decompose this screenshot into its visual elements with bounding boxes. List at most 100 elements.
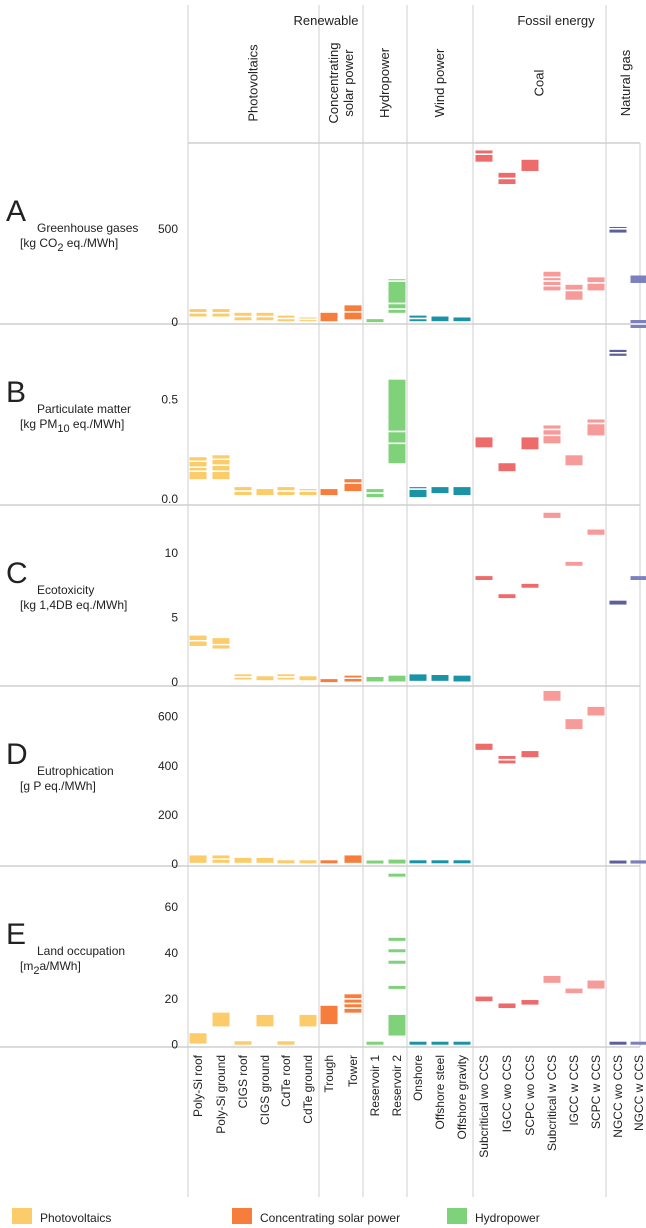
range-bar-offshore-steel xyxy=(431,487,449,494)
range-bar-cigs-ground xyxy=(256,489,274,496)
header-layer: Renewable Fossil energy xyxy=(293,13,595,28)
y-tick-label: 0 xyxy=(171,315,178,329)
panel-d: D Eutrophication[g P eq./MWh] 0 200 400 600 xyxy=(0,690,646,871)
x-tick-label-reservoir-2: Reservoir 2 xyxy=(390,1055,404,1117)
range-bar-igcc-w-ccs xyxy=(565,988,583,994)
panel-letter: E xyxy=(6,918,26,951)
y-tick-label: 0 xyxy=(171,675,178,689)
range-bar-reservoir-1 xyxy=(366,319,384,323)
range-bar-reservoir-1 xyxy=(366,860,384,864)
x-tick-label-tower: Tower xyxy=(346,1055,360,1087)
range-bar-cigs-roof xyxy=(234,1041,252,1045)
range-bar-igcc-wo-ccs xyxy=(498,463,516,472)
range-bar-igcc-w-ccs xyxy=(565,455,583,466)
x-tick-label-cdte-ground: CdTe ground xyxy=(301,1055,315,1124)
range-bar-onshore xyxy=(409,1041,427,1045)
panel-unit: [kg CO2 eq./MWh] xyxy=(20,236,118,254)
legend-label-hydropower: Hydropower xyxy=(475,1211,540,1225)
range-bar-scpc-w-ccs xyxy=(587,419,605,436)
x-tick-label-igcc-w-ccs: IGCC w CCS xyxy=(567,1055,581,1126)
x-tick-label-reservoir-1: Reservoir 1 xyxy=(368,1055,382,1117)
range-bar-reservoir-1 xyxy=(366,1041,384,1045)
x-tick-label-onshore: Onshore xyxy=(411,1055,425,1101)
extra-mark-reservoir-2 xyxy=(388,937,406,941)
y-tick-label: 500 xyxy=(158,222,178,236)
range-bar-igcc-w-ccs xyxy=(565,284,583,300)
y-tick-label: 5 xyxy=(171,610,178,624)
range-bar-subcritical-wo-ccs xyxy=(475,437,493,448)
y-tick-label: 200 xyxy=(158,808,178,822)
panel-letter: D xyxy=(6,738,28,771)
range-bar-subcritical-w-ccs xyxy=(543,512,561,518)
range-bar-ngcc-wo-ccs xyxy=(609,226,627,233)
range-bar-igcc-w-ccs xyxy=(565,561,583,566)
technology-label-wind: Wind power xyxy=(432,48,447,117)
x-tick-labels: Poly-Si roof Poly-Si ground CIGS roof CIGS … xyxy=(191,1054,646,1157)
range-bar-scpc-wo-ccs xyxy=(521,1000,539,1005)
unit-text: eq./MWh] xyxy=(63,236,118,250)
x-tick-label-ngcc-wo-ccs: NGCC wo CCS xyxy=(611,1055,625,1138)
legend-label-photovoltaics: Photovoltaics xyxy=(40,1211,111,1225)
range-bar-cigs-ground xyxy=(256,676,274,681)
y-tick-label: 20 xyxy=(165,992,179,1006)
range-bar-subcritical-wo-ccs xyxy=(475,576,493,580)
range-bar-tower xyxy=(344,479,362,492)
technology-label-coal: Coal xyxy=(532,70,547,97)
range-bar-offshore-gravity xyxy=(453,675,471,682)
range-bar-trough xyxy=(320,312,338,322)
range-bar-reservoir-2 xyxy=(388,279,406,313)
range-bar-offshore-gravity xyxy=(453,860,471,864)
legend-swatch-concentrating-solar-power xyxy=(232,1208,252,1224)
y-tick-label: 600 xyxy=(158,710,178,724)
technology-label-line: solar power xyxy=(341,49,356,117)
x-tick-label-cigs-roof: CIGS roof xyxy=(236,1054,250,1108)
unit-text: [m xyxy=(20,959,33,973)
range-bar-cdte-ground xyxy=(299,489,317,496)
x-tick-label-cdte-roof: CdTe roof xyxy=(279,1054,293,1107)
range-bar-poly-si-ground xyxy=(212,455,230,480)
range-bar-subcritical-wo-ccs xyxy=(475,996,493,1002)
range-bar-offshore-steel xyxy=(431,1041,449,1045)
unit-text: [g P eq./MWh] xyxy=(20,779,96,793)
technology-label-csp: Concentratingsolar power xyxy=(326,43,356,124)
panel-metric-name: Particulate matter xyxy=(37,402,131,416)
range-bar-cigs-ground xyxy=(256,1014,274,1027)
panel-letter: B xyxy=(6,376,26,409)
range-bar-cdte-roof xyxy=(277,1041,295,1045)
range-bar-ngcc-wo-ccs xyxy=(609,860,627,864)
range-bar-subcritical-w-ccs xyxy=(543,975,561,983)
range-bar-offshore-gravity xyxy=(453,1041,471,1045)
y-tick-label: 0 xyxy=(171,1038,178,1052)
technology-label-line: Concentrating xyxy=(326,43,341,124)
panel-unit: [m2a/MWh] xyxy=(20,959,81,977)
range-bar-scpc-wo-ccs xyxy=(521,751,539,758)
range-bar-cdte-ground xyxy=(299,1014,317,1027)
unit-subscript: 2 xyxy=(33,965,39,977)
y-tick-label: 0.0 xyxy=(161,492,178,506)
range-bar-onshore xyxy=(409,860,427,864)
y-tick-label: 0.5 xyxy=(161,393,178,407)
range-bar-cigs-ground xyxy=(256,857,274,863)
range-bar-subcritical-w-ccs xyxy=(543,425,561,444)
panel-letter: C xyxy=(6,557,28,590)
extra-mark-reservoir-2 xyxy=(388,985,406,989)
legend-swatch-photovoltaics xyxy=(12,1208,32,1224)
unit-subscript: 2 xyxy=(57,242,63,254)
panel-a: A Greenhouse gases[kg CO2 eq./MWh] 0 500 xyxy=(0,150,646,329)
x-tick-label-scpc-wo-ccs: SCPC wo CCS xyxy=(523,1055,537,1136)
range-bar-trough xyxy=(320,860,338,864)
range-bar-subcritical-w-ccs xyxy=(543,690,561,701)
x-tick-label-offshore-gravity: Offshore gravity xyxy=(455,1055,469,1139)
x-tick-label-scpc-w-ccs: SCPC w CCS xyxy=(589,1055,603,1129)
x-tick-label-ngcc-w-ccs: NGCC w CCS xyxy=(632,1055,646,1131)
x-tick-label-subcritical-w-ccs: Subcritical w CCS xyxy=(545,1055,559,1151)
range-bar-trough xyxy=(320,679,338,683)
range-bar-reservoir-2 xyxy=(388,675,406,682)
unit-text: a/MWh] xyxy=(39,959,80,973)
unit-text: eq./MWh] xyxy=(70,417,125,431)
range-bar-subcritical-wo-ccs xyxy=(475,150,493,162)
x-tick-label-poly-si-roof: Poly-Si roof xyxy=(191,1054,205,1117)
x-tick-label-cigs-ground: CIGS ground xyxy=(258,1055,272,1125)
panel-unit: [kg 1,4DB eq./MWh] xyxy=(20,598,127,612)
